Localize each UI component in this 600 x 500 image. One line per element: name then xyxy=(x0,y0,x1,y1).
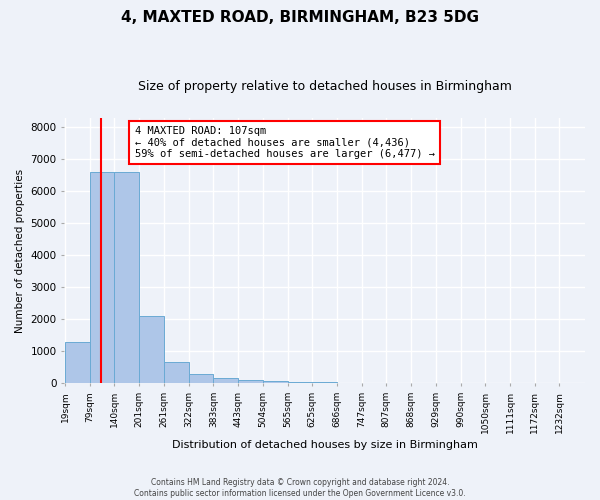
Text: 4, MAXTED ROAD, BIRMINGHAM, B23 5DG: 4, MAXTED ROAD, BIRMINGHAM, B23 5DG xyxy=(121,10,479,25)
Bar xyxy=(164,362,188,384)
Bar xyxy=(312,382,337,384)
X-axis label: Distribution of detached houses by size in Birmingham: Distribution of detached houses by size … xyxy=(172,440,478,450)
Text: 4 MAXTED ROAD: 107sqm
← 40% of detached houses are smaller (4,436)
59% of semi-d: 4 MAXTED ROAD: 107sqm ← 40% of detached … xyxy=(134,126,434,159)
Bar xyxy=(263,381,287,384)
Y-axis label: Number of detached properties: Number of detached properties xyxy=(15,168,25,332)
Bar xyxy=(89,172,115,384)
Text: Contains HM Land Registry data © Crown copyright and database right 2024.
Contai: Contains HM Land Registry data © Crown c… xyxy=(134,478,466,498)
Bar xyxy=(115,172,139,384)
Bar xyxy=(188,374,214,384)
Title: Size of property relative to detached houses in Birmingham: Size of property relative to detached ho… xyxy=(138,80,512,93)
Bar xyxy=(287,382,313,384)
Bar xyxy=(238,380,263,384)
Bar xyxy=(139,316,164,384)
Bar xyxy=(214,378,238,384)
Bar xyxy=(65,342,90,384)
